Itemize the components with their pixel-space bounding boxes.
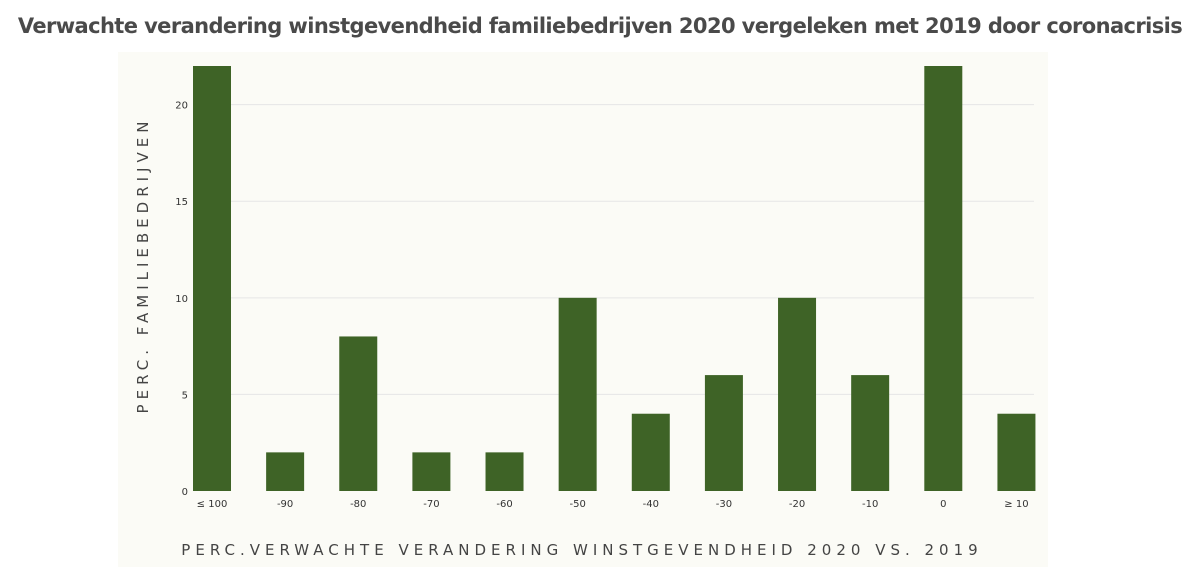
bar xyxy=(558,297,597,491)
x-tick-label: -10 xyxy=(862,499,878,510)
x-tick-label: -70 xyxy=(423,499,439,510)
bar xyxy=(266,452,305,491)
bar xyxy=(924,66,963,491)
bar xyxy=(412,452,451,491)
y-tick-label: 0 xyxy=(182,487,188,498)
x-tick-label: 0 xyxy=(940,499,946,510)
x-tick-label: -20 xyxy=(789,499,805,510)
bar xyxy=(631,413,670,491)
bar xyxy=(997,413,1036,491)
x-tick-label: -60 xyxy=(496,499,512,510)
x-axis-ticks: ≤ 100 -90 -80 -70 -60 -50 -40 -30 -20 -10 0 ≥ 10 xyxy=(197,499,1029,510)
bar xyxy=(778,297,817,491)
y-axis-title: PERC. FAMILIEBEDRIJVEN xyxy=(134,117,152,414)
x-tick-label: ≤ 100 xyxy=(197,499,228,510)
x-tick-label: ≥ 10 xyxy=(1004,499,1028,510)
bars xyxy=(193,66,1036,491)
bar xyxy=(485,452,524,491)
y-tick-label: 15 xyxy=(175,197,188,208)
y-tick-label: 5 xyxy=(182,390,188,401)
gridlines xyxy=(193,104,1034,395)
bar xyxy=(851,375,890,491)
y-axis-ticks: 0 5 10 15 20 xyxy=(175,101,188,498)
y-tick-label: 20 xyxy=(175,101,188,112)
x-tick-label: -90 xyxy=(277,499,293,510)
bar xyxy=(193,66,231,491)
x-tick-label: -50 xyxy=(569,499,585,510)
x-tick-label: -30 xyxy=(716,499,732,510)
chart-title: Verwachte verandering winstgevendheid fa… xyxy=(17,14,1183,38)
bar xyxy=(339,336,378,491)
y-tick-label: 10 xyxy=(175,294,188,305)
x-tick-label: -80 xyxy=(350,499,366,510)
bar xyxy=(704,375,743,491)
x-axis-title: PERC.VERWACHTE VERANDERING WINSTGEVENDHE… xyxy=(181,541,982,559)
x-tick-label: -40 xyxy=(643,499,659,510)
